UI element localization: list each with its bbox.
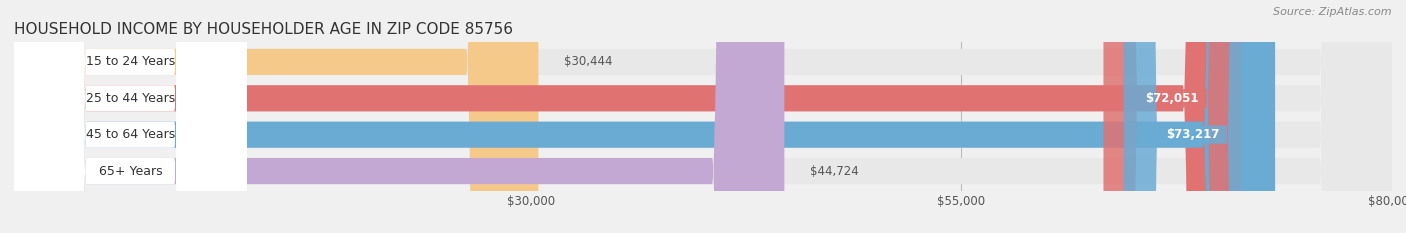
FancyBboxPatch shape (14, 0, 538, 233)
FancyBboxPatch shape (14, 0, 1392, 233)
Text: $44,724: $44,724 (810, 164, 859, 178)
Text: Source: ZipAtlas.com: Source: ZipAtlas.com (1274, 7, 1392, 17)
FancyBboxPatch shape (14, 0, 246, 233)
FancyBboxPatch shape (14, 0, 1392, 233)
Text: 15 to 24 Years: 15 to 24 Years (86, 55, 174, 69)
Text: $30,444: $30,444 (564, 55, 613, 69)
FancyBboxPatch shape (14, 0, 246, 233)
FancyBboxPatch shape (14, 0, 246, 233)
FancyBboxPatch shape (14, 0, 1392, 233)
FancyBboxPatch shape (1123, 0, 1261, 233)
FancyBboxPatch shape (14, 0, 1392, 233)
FancyBboxPatch shape (14, 0, 1256, 233)
Text: 65+ Years: 65+ Years (98, 164, 162, 178)
FancyBboxPatch shape (14, 0, 785, 233)
Text: HOUSEHOLD INCOME BY HOUSEHOLDER AGE IN ZIP CODE 85756: HOUSEHOLD INCOME BY HOUSEHOLDER AGE IN Z… (14, 22, 513, 37)
Text: 45 to 64 Years: 45 to 64 Years (86, 128, 174, 141)
FancyBboxPatch shape (14, 0, 1275, 233)
FancyBboxPatch shape (14, 0, 246, 233)
Text: 25 to 44 Years: 25 to 44 Years (86, 92, 174, 105)
Text: $72,051: $72,051 (1146, 92, 1199, 105)
Text: $73,217: $73,217 (1166, 128, 1219, 141)
FancyBboxPatch shape (1104, 0, 1241, 233)
